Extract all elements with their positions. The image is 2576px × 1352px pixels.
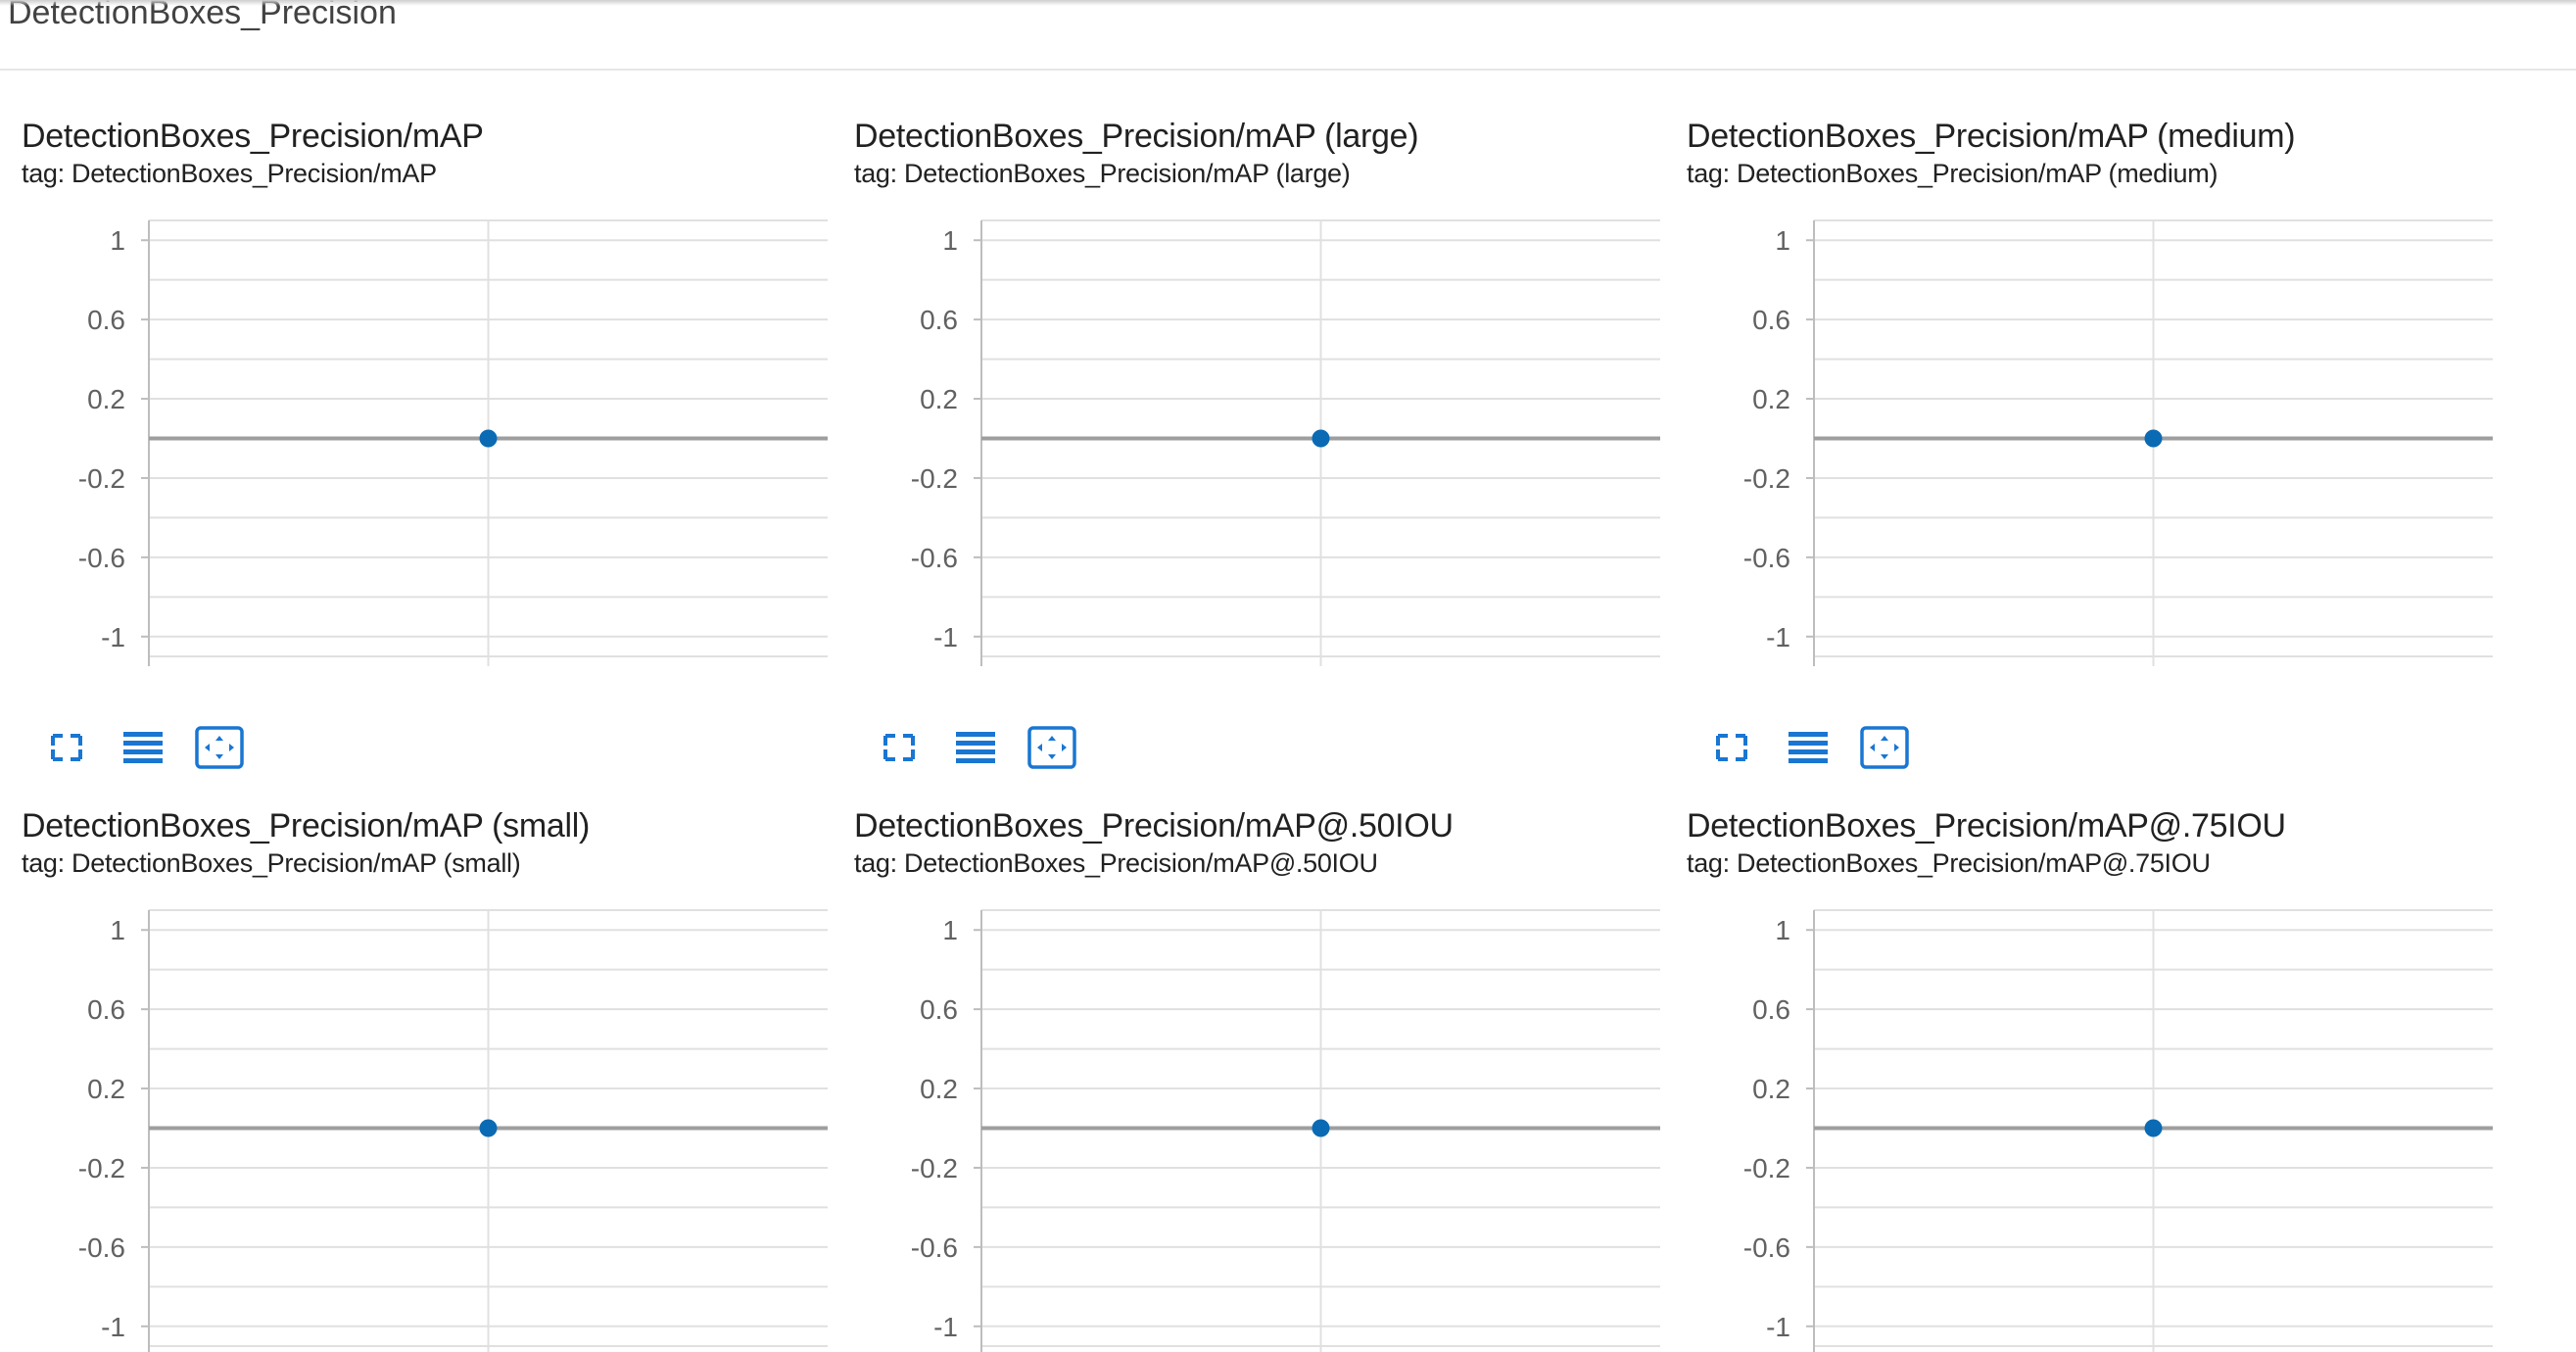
chart-title: DetectionBoxes_Precision/mAP@.75IOU — [1687, 807, 2286, 845]
chart-plot[interactable]: 1 0.6 0.2 -0.2 -0.6 -1 — [1665, 206, 2498, 666]
toggle-log-scale-icon — [123, 732, 163, 763]
fit-domain-button[interactable] — [192, 723, 247, 772]
fit-domain-icon — [195, 726, 244, 769]
y-tick-label: 0.6 — [87, 305, 125, 335]
fit-domain-icon — [1027, 726, 1076, 769]
y-tick-label: 1 — [942, 915, 958, 945]
toggle-log-scale-button[interactable] — [116, 723, 170, 772]
chart-plot[interactable]: 1 0.6 0.2 -0.2 -0.6 -1 — [833, 895, 1665, 1352]
chart-plot[interactable]: 1 0.6 0.2 -0.2 -0.6 -1 — [833, 206, 1665, 666]
toggle-log-scale-button[interactable] — [1781, 723, 1836, 772]
y-tick-label: -0.6 — [911, 543, 958, 573]
chart-tag: tag: DetectionBoxes_Precision/mAP@.75IOU — [1687, 848, 2211, 878]
y-tick-label: -1 — [1766, 1312, 1790, 1342]
fullscreen-button[interactable] — [872, 723, 927, 772]
chart-title: DetectionBoxes_Precision/mAP (medium) — [1687, 118, 2296, 155]
y-tick-label: -0.6 — [911, 1232, 958, 1263]
y-tick-label: -0.2 — [78, 1153, 125, 1183]
chart-title: DetectionBoxes_Precision/mAP (large) — [854, 118, 1419, 155]
fullscreen-icon — [1716, 734, 1747, 761]
y-tick-label: 1 — [942, 225, 958, 256]
chart-toolbar — [872, 723, 1107, 772]
y-tick-label: 0.6 — [1752, 994, 1790, 1025]
y-tick-label: 0.2 — [87, 1074, 125, 1104]
data-point — [479, 1119, 498, 1137]
chart-card-map-large: DetectionBoxes_Precision/mAP (large) tag… — [833, 0, 1665, 769]
y-tick-label: -0.2 — [911, 1153, 958, 1183]
chart-toolbar — [39, 723, 274, 772]
y-tick-label: 0.2 — [920, 384, 958, 414]
toggle-log-scale-button[interactable] — [948, 723, 1003, 772]
fit-domain-button[interactable] — [1025, 723, 1079, 772]
y-tick-label: 0.2 — [1752, 384, 1790, 414]
top-shadow — [0, 0, 2576, 6]
y-tick-label: -1 — [1766, 622, 1790, 652]
y-tick-label: -1 — [101, 622, 125, 652]
y-tick-label: -0.2 — [911, 463, 958, 494]
chart-plot[interactable]: 1 0.6 0.2 -0.2 -0.6 -1 — [0, 206, 833, 666]
chart-toolbar — [1704, 723, 1939, 772]
y-tick-label: -0.6 — [78, 543, 125, 573]
fullscreen-icon — [51, 734, 82, 761]
chart-tag: tag: DetectionBoxes_Precision/mAP (large… — [854, 159, 1351, 188]
chart-title: DetectionBoxes_Precision/mAP — [22, 118, 484, 155]
y-tick-label: -1 — [101, 1312, 125, 1342]
chart-card-map-50iou: DetectionBoxes_Precision/mAP@.50IOU tag:… — [833, 690, 1665, 1352]
chart-plot[interactable]: 1 0.6 0.2 -0.2 -0.6 -1 — [0, 895, 833, 1352]
y-tick-label: 0.2 — [1752, 1074, 1790, 1104]
data-point — [479, 429, 498, 448]
fullscreen-icon — [883, 734, 915, 761]
y-tick-label: -0.2 — [78, 463, 125, 494]
y-tick-label: -0.6 — [1743, 1232, 1790, 1263]
chart-card-map-75iou: DetectionBoxes_Precision/mAP@.75IOU tag:… — [1665, 690, 2498, 1352]
data-point — [1312, 1119, 1330, 1137]
y-tick-label: 0.6 — [920, 994, 958, 1025]
toggle-log-scale-icon — [1789, 732, 1828, 763]
data-point — [2144, 429, 2163, 448]
toggle-log-scale-icon — [956, 732, 995, 763]
fit-domain-button[interactable] — [1857, 723, 1912, 772]
y-tick-label: 0.2 — [87, 384, 125, 414]
chart-tag: tag: DetectionBoxes_Precision/mAP (small… — [22, 848, 521, 878]
chart-tag: tag: DetectionBoxes_Precision/mAP — [22, 159, 437, 188]
chart-plot[interactable]: 1 0.6 0.2 -0.2 -0.6 -1 — [1665, 895, 2498, 1352]
data-point — [2144, 1119, 2163, 1137]
y-tick-label: -0.2 — [1743, 1153, 1790, 1183]
chart-tag: tag: DetectionBoxes_Precision/mAP (mediu… — [1687, 159, 2218, 188]
fit-domain-icon — [1860, 726, 1909, 769]
y-tick-label: 1 — [110, 225, 125, 256]
y-tick-label: 1 — [110, 915, 125, 945]
y-tick-label: -0.2 — [1743, 463, 1790, 494]
y-tick-label: -0.6 — [78, 1232, 125, 1263]
chart-card-map-small: DetectionBoxes_Precision/mAP (small) tag… — [0, 690, 833, 1352]
y-tick-label: -0.6 — [1743, 543, 1790, 573]
y-tick-label: -1 — [933, 622, 958, 652]
y-tick-label: 1 — [1775, 225, 1790, 256]
chart-title: DetectionBoxes_Precision/mAP@.50IOU — [854, 807, 1454, 845]
chart-card-map: DetectionBoxes_Precision/mAP tag: Detect… — [0, 0, 833, 769]
chart-title: DetectionBoxes_Precision/mAP (small) — [22, 807, 591, 845]
y-tick-label: 1 — [1775, 915, 1790, 945]
data-point — [1312, 429, 1330, 448]
fullscreen-button[interactable] — [39, 723, 94, 772]
y-tick-label: 0.6 — [1752, 305, 1790, 335]
y-tick-label: 0.6 — [920, 305, 958, 335]
chart-card-map-medium: DetectionBoxes_Precision/mAP (medium) ta… — [1665, 0, 2498, 769]
fullscreen-button[interactable] — [1704, 723, 1759, 772]
y-tick-label: 0.6 — [87, 994, 125, 1025]
y-tick-label: 0.2 — [920, 1074, 958, 1104]
y-tick-label: -1 — [933, 1312, 958, 1342]
chart-tag: tag: DetectionBoxes_Precision/mAP@.50IOU — [854, 848, 1378, 878]
